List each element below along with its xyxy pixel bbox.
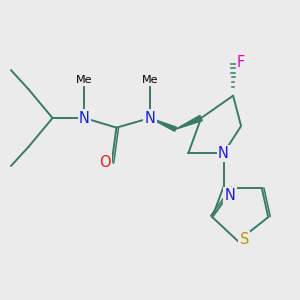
Text: N: N: [79, 110, 90, 125]
Text: F: F: [237, 55, 245, 70]
Polygon shape: [176, 116, 202, 129]
Text: N: N: [145, 110, 155, 125]
Text: Me: Me: [76, 75, 93, 85]
Text: Me: Me: [142, 75, 158, 85]
Text: N: N: [218, 146, 229, 161]
Text: O: O: [99, 155, 110, 170]
Polygon shape: [150, 118, 176, 131]
Text: S: S: [240, 232, 249, 247]
Text: N: N: [224, 188, 235, 203]
